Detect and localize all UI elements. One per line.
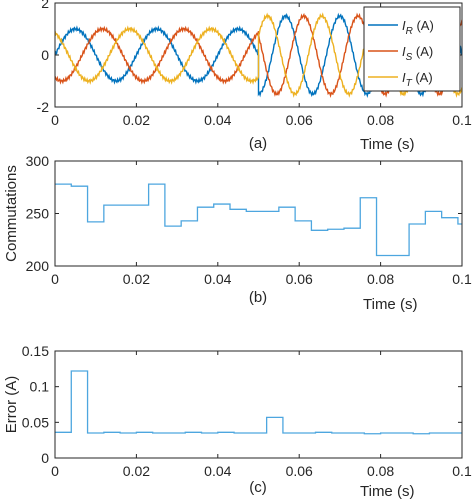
x-axis-label: Time (s) (363, 296, 417, 313)
axes-box (54, 350, 463, 459)
series-line-3 (55, 370, 462, 435)
x-tick-label: 0 (51, 112, 59, 128)
panel-3: 0 0.02 0.04 0.06 0.08 0.1 0 0.05 0.1 0.15 Time (s)… (3, 343, 472, 499)
x-tick-label: 0.06 (286, 463, 313, 479)
x-tick-label: 0.02 (123, 463, 150, 479)
y-tick-label: 250 (26, 206, 50, 222)
legend-entry: IR (A) (402, 18, 434, 37)
y-tick-label: 200 (26, 258, 50, 274)
y-tick-label: 0 (41, 47, 49, 63)
panel-2: 0 0.02 0.04 0.06 0.08 0.1 200 250 300 Time (s) (b)… (3, 153, 472, 313)
legend-entry: IS (A) (402, 44, 433, 63)
x-tick-label: 0.1 (452, 112, 472, 128)
x-tick-label: 0.04 (204, 463, 231, 479)
x-tick-label: 0.08 (367, 271, 394, 287)
y-axis-label: Commutations (3, 165, 20, 262)
x-tick-label: 0.04 (204, 112, 231, 128)
panel-label: (b) (249, 289, 267, 306)
y-tick-label: 2 (41, 0, 49, 11)
x-tick-label: 0.02 (123, 271, 150, 287)
plot-area (55, 370, 462, 435)
x-tick-label: 0.06 (286, 112, 313, 128)
x-tick-label: 0 (51, 271, 59, 287)
series-line-2 (55, 183, 462, 257)
y-tick-label: 0 (41, 450, 49, 466)
y-tick-label: 300 (26, 153, 50, 169)
y-tick-label: 0.15 (22, 343, 49, 359)
x-tick-label: 0 (51, 463, 59, 479)
x-tick-label: 0.08 (367, 463, 394, 479)
x-tick-label: 0.08 (367, 112, 394, 128)
x-tick-label: 0.02 (123, 112, 150, 128)
axes-box (54, 160, 463, 267)
x-tick-label: 0.04 (204, 271, 231, 287)
x-axis-label: Time (s) (360, 483, 414, 499)
x-tick-label: 0.06 (286, 271, 313, 287)
y-axis-label: Error (A) (3, 376, 20, 434)
panel-label: (c) (249, 479, 267, 496)
y-tick-label: -2 (37, 99, 50, 115)
y-tick-label: 0.05 (22, 414, 49, 430)
x-tick-label: 0.1 (452, 271, 472, 287)
plot-area (55, 183, 462, 257)
x-tick-label: 0.1 (452, 463, 472, 479)
y-tick-label: 0.1 (30, 379, 50, 395)
x-axis-label: Time (s) (360, 136, 414, 153)
panel-label: (a) (249, 135, 267, 152)
legend-entry: IT (A) (402, 70, 433, 89)
